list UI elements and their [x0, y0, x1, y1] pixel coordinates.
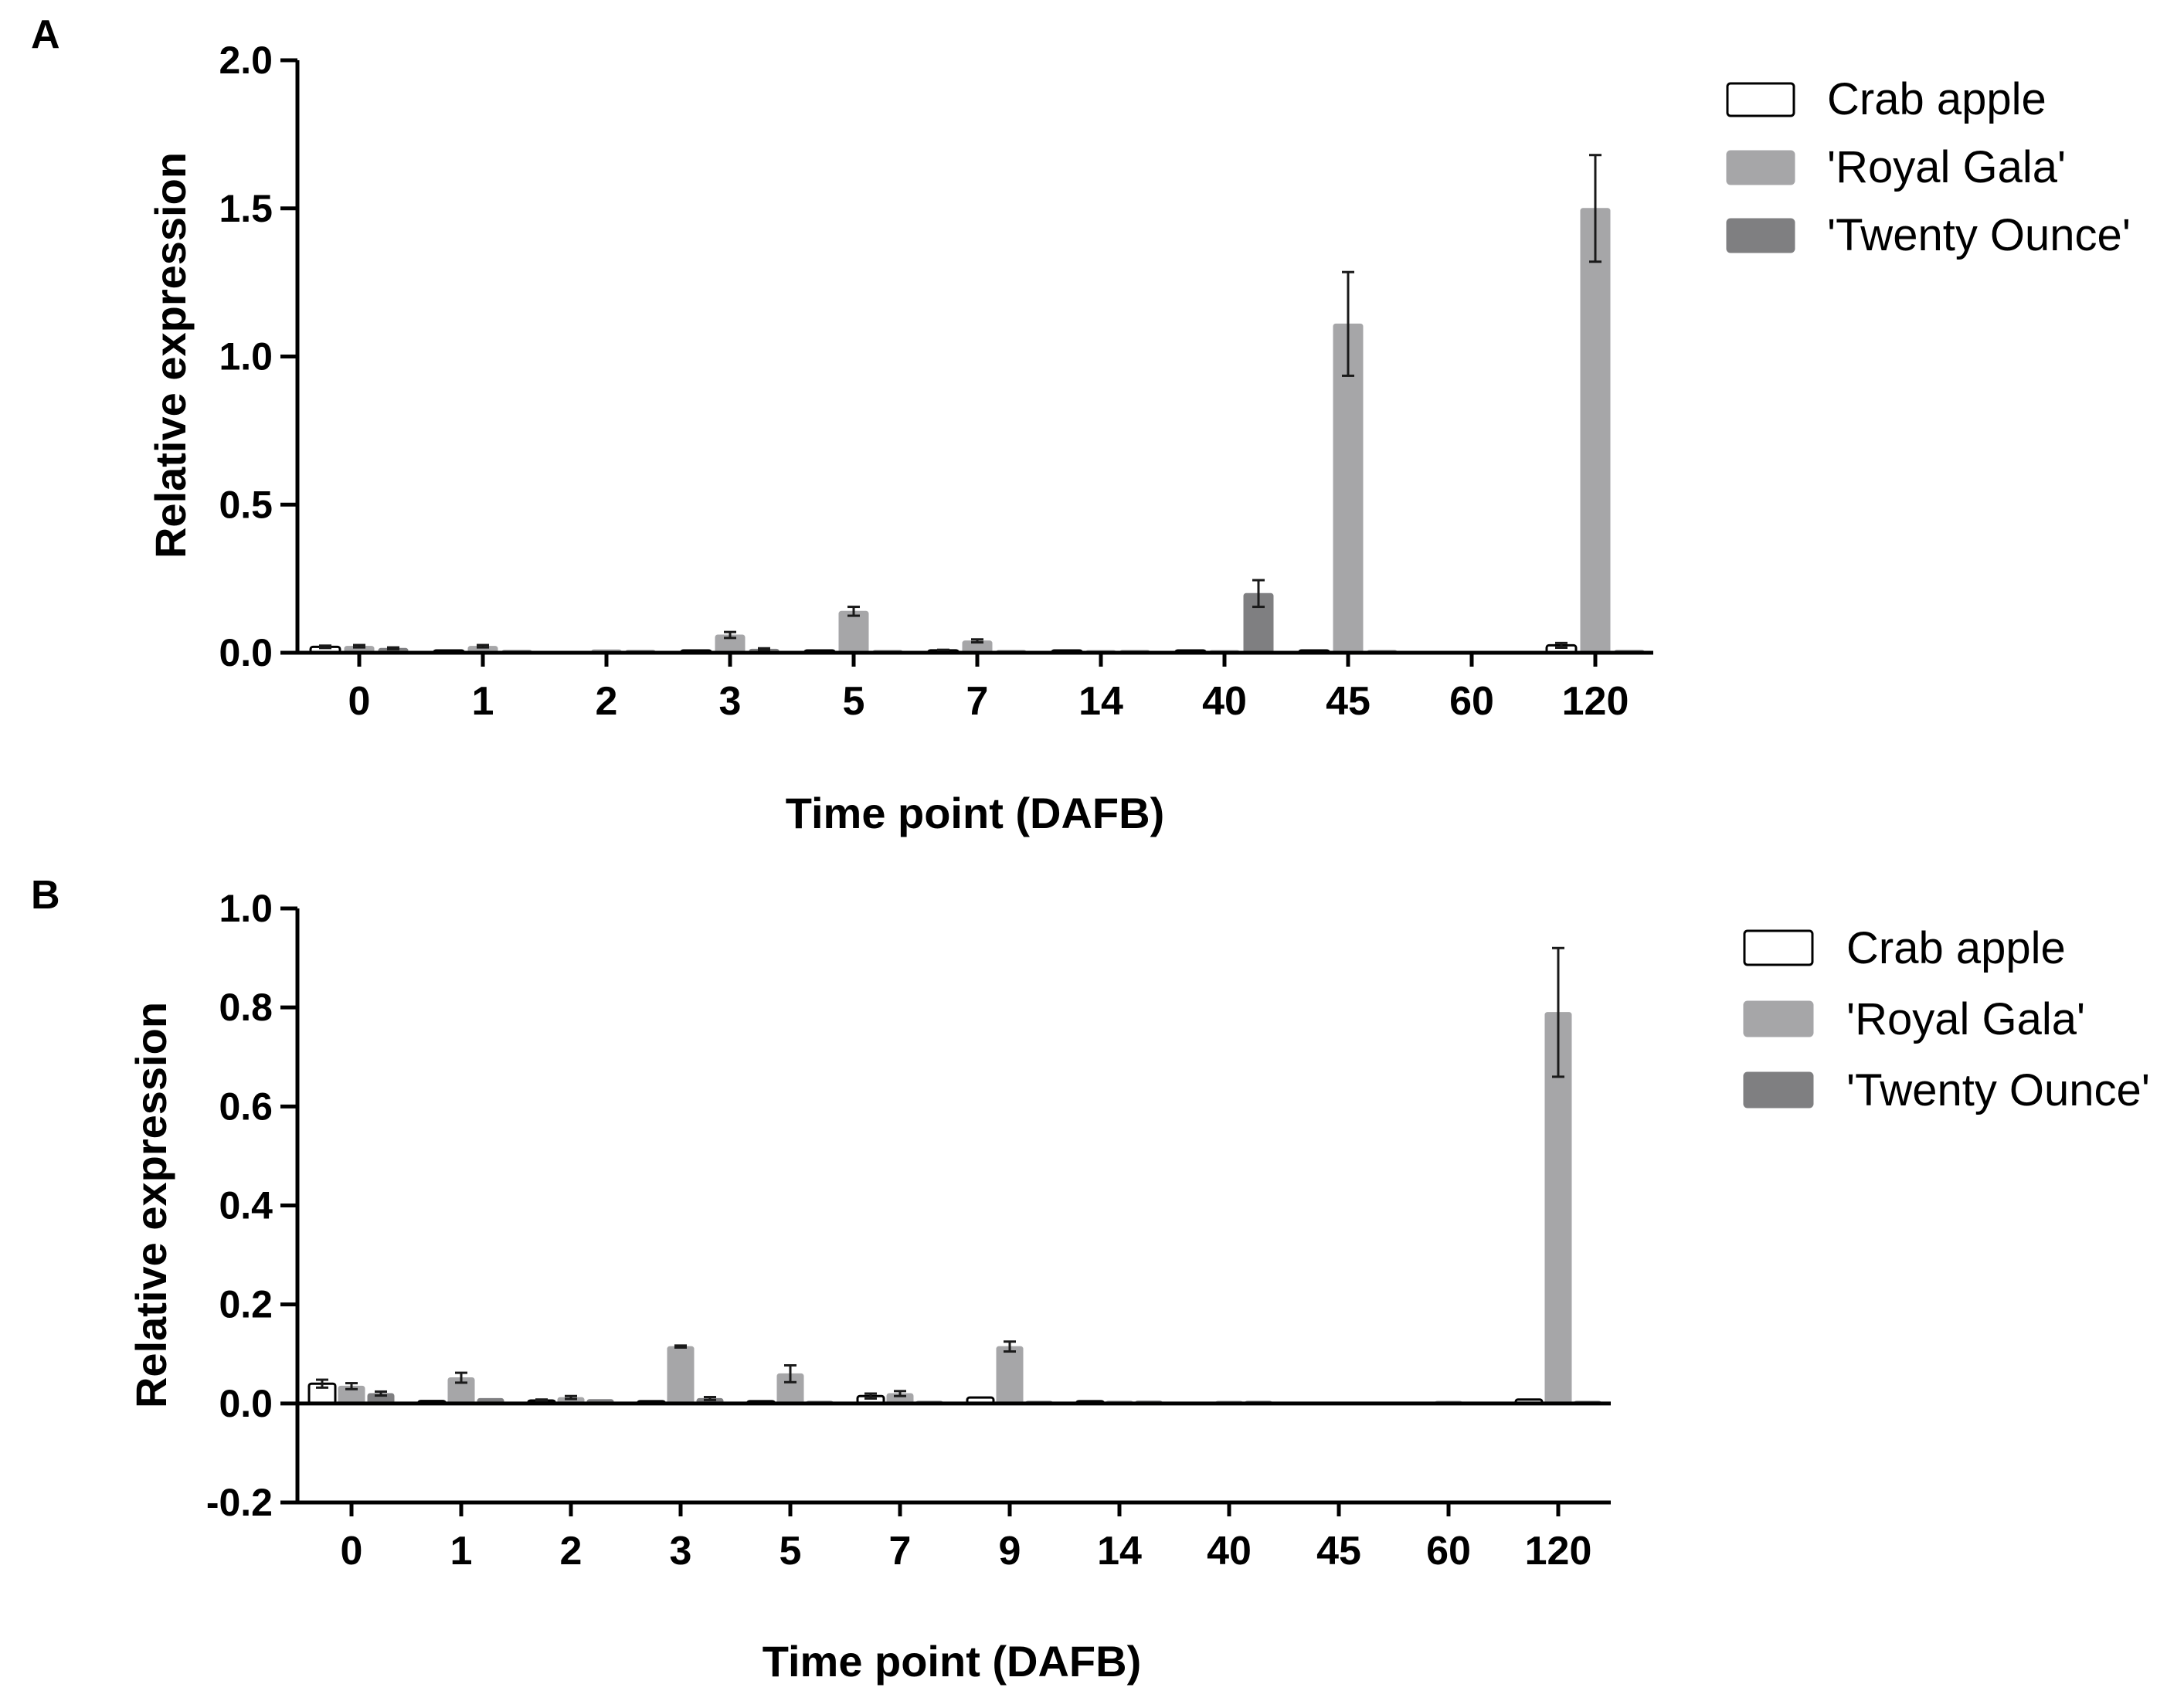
bar-b-9-s1 — [996, 1346, 1024, 1404]
x-tick-label: 14 — [1097, 1529, 1142, 1574]
legend-label: 'Royal Gala' — [1827, 142, 2066, 192]
x-tick-label: 2 — [596, 679, 618, 724]
x-tick-label: 60 — [1449, 679, 1494, 724]
y-tick-label: 1.5 — [219, 187, 273, 230]
legend-label: 'Twenty Ounce' — [1846, 1065, 2150, 1115]
y-tick-label: 0.5 — [219, 483, 273, 526]
y-tick-label: -0.2 — [206, 1481, 273, 1524]
panel-a-y-axis-title: Relative expression — [146, 152, 195, 559]
x-tick-label: 45 — [1326, 679, 1371, 724]
x-tick-label: 40 — [1202, 679, 1247, 724]
x-tick-label: 45 — [1316, 1529, 1361, 1574]
panel-b-axes — [295, 908, 1611, 1505]
x-tick-label: 40 — [1207, 1529, 1252, 1574]
legend-swatch — [1743, 1071, 1814, 1109]
panel-a-x-axis-title: Time point (DAFB) — [786, 789, 1164, 837]
x-tick-label: 0 — [348, 679, 371, 724]
panel-b-y-ticks: -0.2 0.0 0.2 0.4 0.6 0.8 1.0 — [206, 887, 297, 1524]
legend-label: 'Twenty Ounce' — [1827, 210, 2131, 260]
panel-b-letter: B — [31, 873, 60, 918]
panel-a: A 0.0 0.5 1.0 1.5 2.0 0 1 2 3 5 7 14 40 45 60 120 Rela… — [31, 12, 2131, 837]
x-tick-label: 7 — [889, 1529, 912, 1574]
legend-label: 'Royal Gala' — [1846, 994, 2085, 1044]
legend-label: Crab apple — [1827, 74, 2046, 124]
y-tick-label: 0.0 — [219, 631, 273, 674]
bar-a-120-s1 — [1580, 208, 1611, 654]
x-tick-label: 9 — [999, 1529, 1021, 1574]
legend-swatch — [1726, 150, 1795, 185]
panel-a-x-ticks: 0 1 2 3 5 7 14 40 45 60 120 — [348, 653, 1629, 724]
y-tick-label: 0.8 — [219, 986, 273, 1029]
panel-a-legend: Crab apple 'Royal Gala' 'Twenty Ounce' — [1726, 74, 2131, 260]
panel-b-bars — [307, 946, 1601, 1405]
panel-b: B -0.2 0.0 0.2 0.4 0.6 0.8 1.0 0 1 2 3 5 7 9 14 40 45 60… — [31, 873, 2150, 1686]
x-tick-label: 3 — [670, 1529, 692, 1574]
bar-b-3-s1 — [667, 1346, 695, 1404]
x-tick-label: 3 — [719, 679, 742, 724]
y-tick-label: 0.0 — [219, 1382, 273, 1425]
y-tick-label: 0.4 — [219, 1184, 273, 1227]
x-tick-label: 120 — [1562, 679, 1629, 724]
y-tick-label: 2.0 — [219, 39, 273, 82]
x-tick-label: 120 — [1525, 1529, 1592, 1574]
x-tick-label: 14 — [1078, 679, 1123, 724]
legend-swatch — [1726, 82, 1795, 117]
panel-b-x-axis-title: Time point (DAFB) — [763, 1637, 1141, 1686]
panel-b-legend: Crab apple 'Royal Gala' 'Twenty Ounce' — [1743, 923, 2150, 1115]
bar-a-5-s1 — [838, 610, 869, 654]
x-tick-label: 5 — [780, 1529, 802, 1574]
legend-label: Crab apple — [1846, 923, 2066, 973]
x-tick-label: 2 — [560, 1529, 583, 1574]
legend-swatch — [1726, 218, 1795, 253]
y-tick-label: 1.0 — [219, 887, 273, 930]
y-tick-label: 1.0 — [219, 335, 273, 379]
y-tick-label: 0.6 — [219, 1085, 273, 1128]
panel-b-y-axis-title: Relative expression — [127, 1002, 175, 1408]
x-tick-label: 5 — [843, 679, 865, 724]
panel-a-axes — [295, 60, 1653, 655]
legend-swatch — [1743, 929, 1814, 966]
panel-a-letter: A — [31, 12, 60, 57]
panel-a-y-ticks: 0.0 0.5 1.0 1.5 2.0 — [219, 39, 297, 674]
panel-b-x-ticks: 0 1 2 3 5 7 9 14 40 45 60 120 — [341, 1502, 1592, 1574]
x-tick-label: 1 — [450, 1529, 473, 1574]
legend-swatch — [1743, 1000, 1814, 1037]
y-tick-label: 0.2 — [219, 1283, 273, 1326]
panel-a-bars — [309, 154, 1645, 654]
x-tick-label: 0 — [341, 1529, 363, 1574]
x-tick-label: 1 — [472, 679, 494, 724]
x-tick-label: 7 — [966, 679, 989, 724]
x-tick-label: 60 — [1426, 1529, 1471, 1574]
